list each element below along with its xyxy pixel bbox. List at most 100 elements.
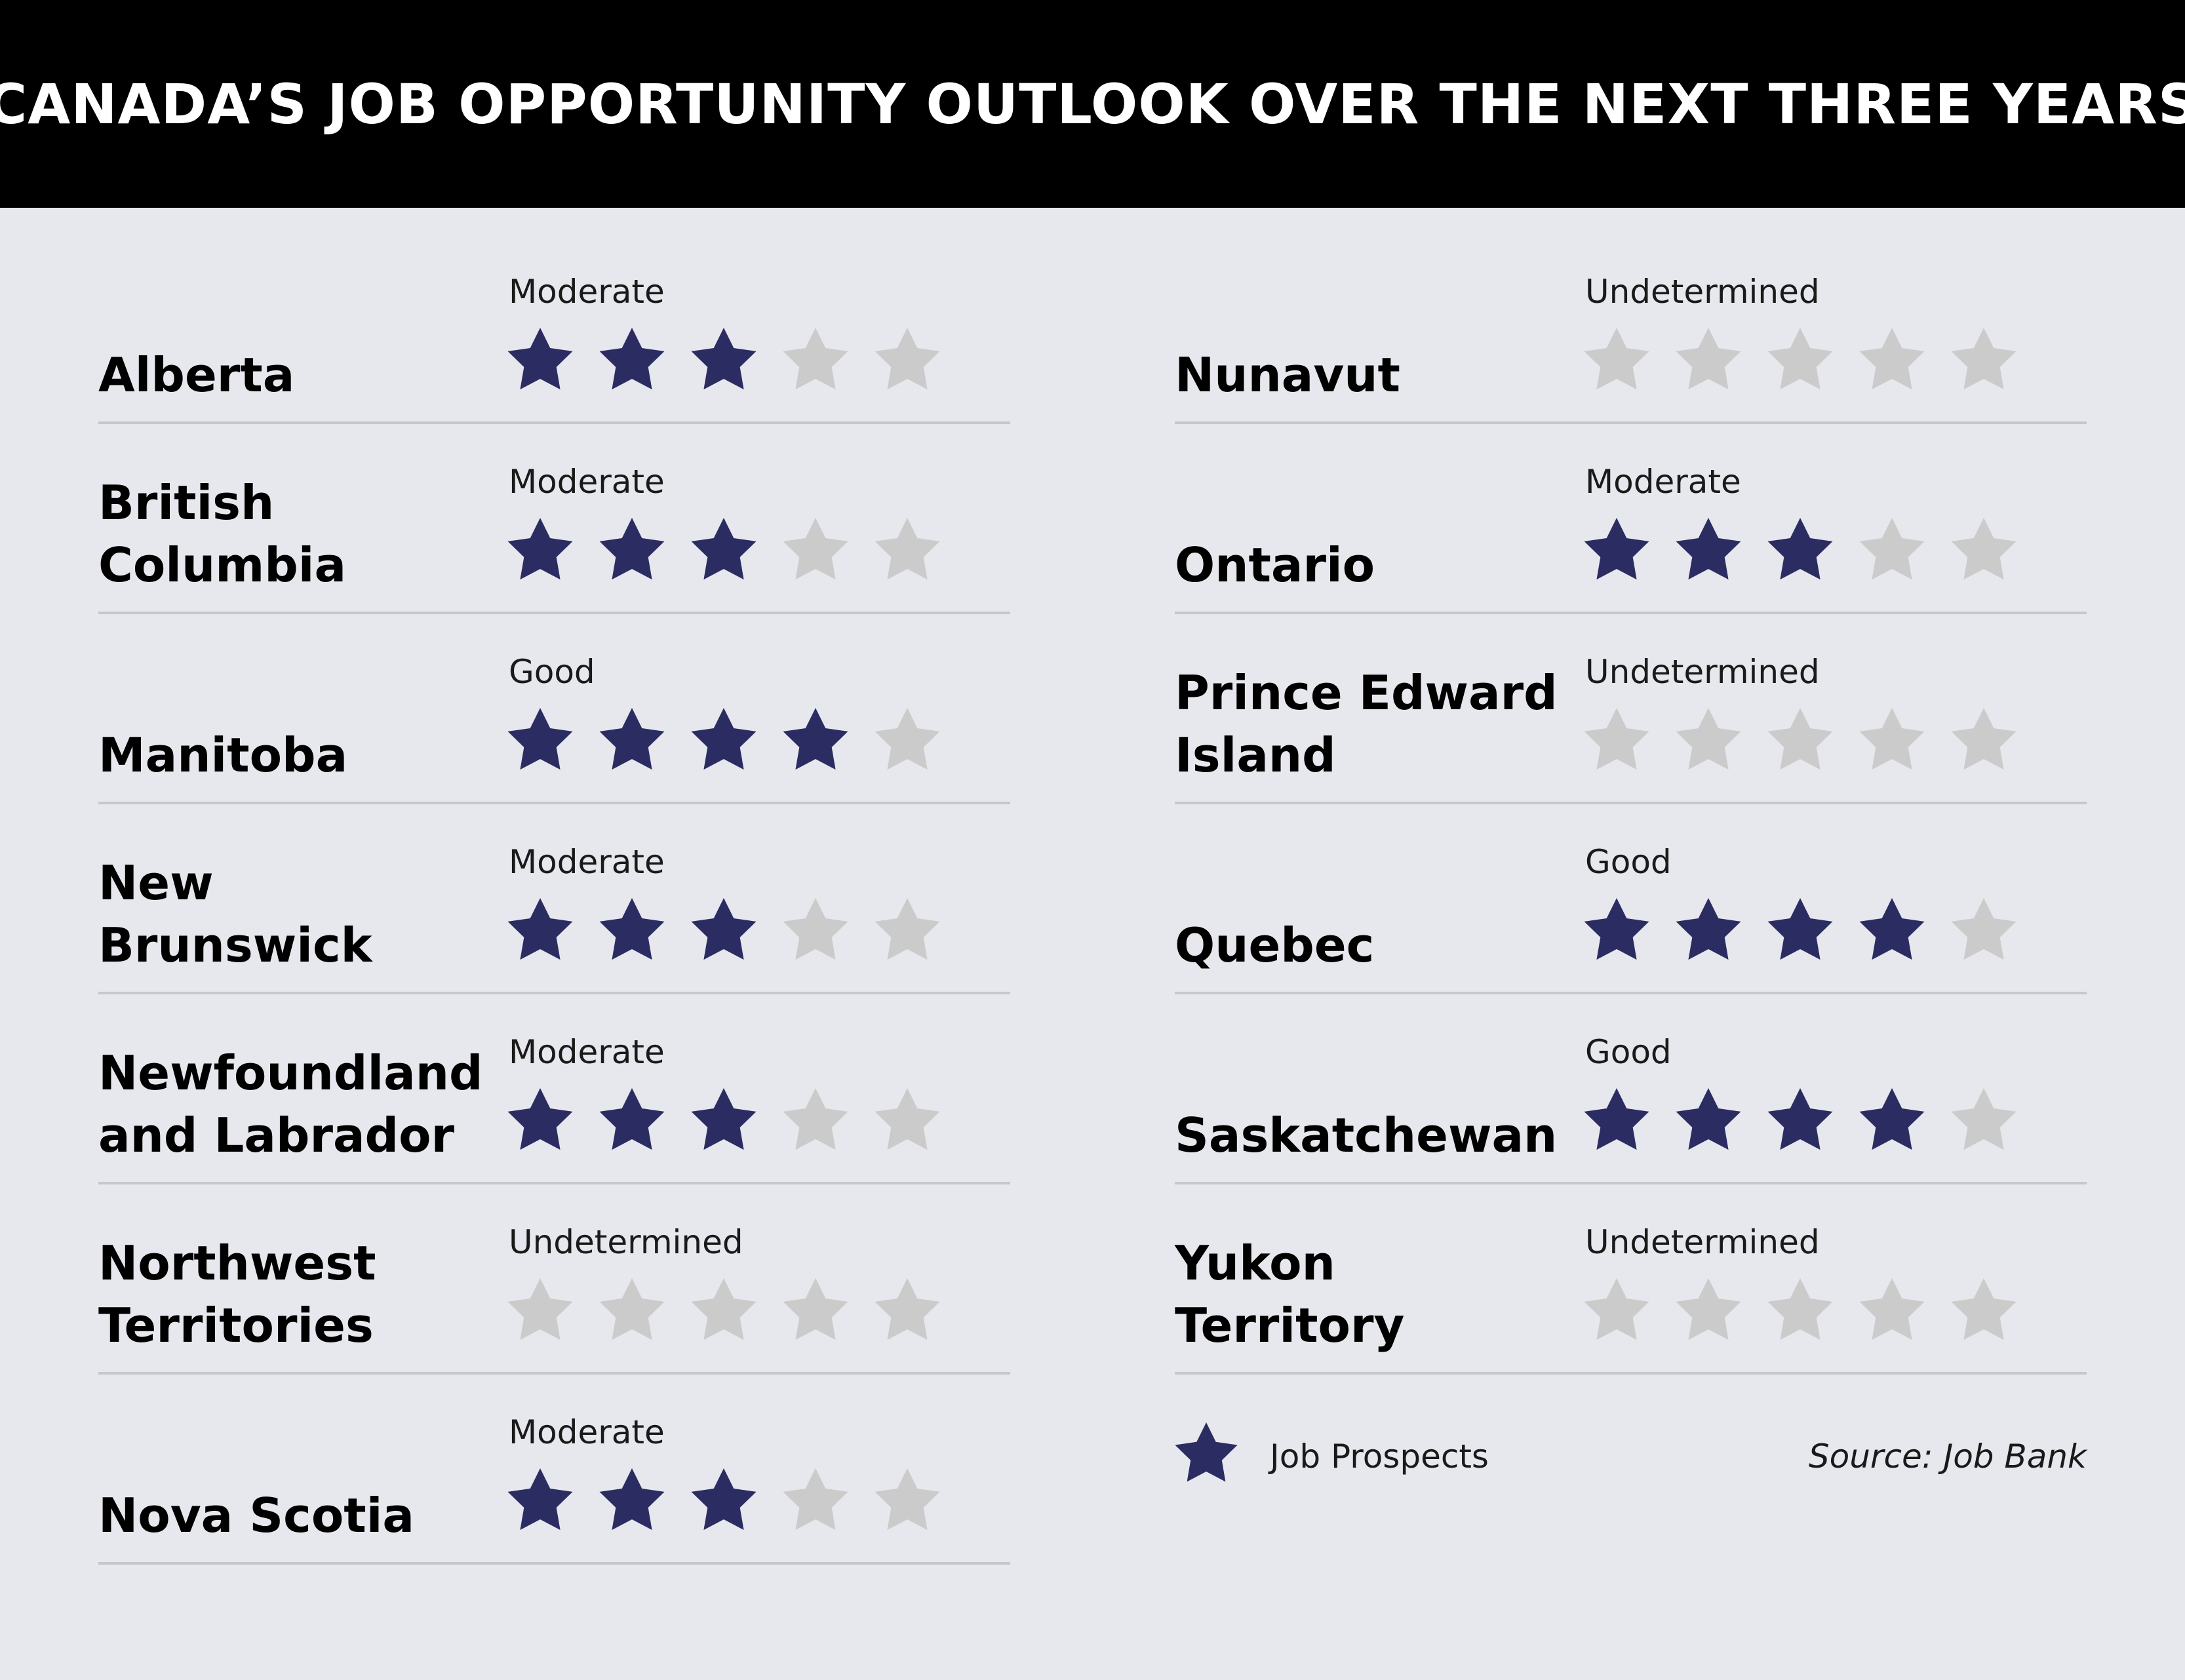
empty-star-icon: [783, 1468, 848, 1531]
filled-star-icon: [507, 708, 573, 770]
filled-star-icon: [1767, 898, 1833, 960]
empty-star-icon: [875, 1088, 940, 1150]
empty-star-icon: [1584, 1278, 1649, 1340]
empty-star-icon: [1859, 708, 1925, 770]
empty-star-icon: [1676, 708, 1741, 770]
legend-star-icon: [1175, 1422, 1238, 1482]
empty-star-icon: [1767, 328, 1833, 390]
outlook-label: Moderate: [509, 1033, 665, 1071]
outlook-label: Moderate: [509, 843, 665, 881]
province-name-line: British: [98, 475, 274, 530]
table-row: British Columbia Moderate: [98, 463, 1010, 614]
filled-star-icon: [691, 898, 757, 960]
filled-star-icon: [1767, 518, 1833, 580]
filled-star-icon: [599, 1088, 665, 1150]
empty-star-icon: [1951, 328, 2017, 390]
filled-star-icon: [599, 708, 665, 770]
empty-star-icon: [783, 328, 848, 390]
province-name: Manitoba: [98, 728, 347, 783]
title-banner: CANADA’S JOB OPPORTUNITY OUTLOOK OVER TH…: [0, 0, 2185, 208]
table-row: Saskatchewan Good: [1175, 1033, 2087, 1184]
empty-star-icon: [1859, 518, 1925, 580]
province-name: Alberta: [98, 347, 294, 402]
outlook-label: Moderate: [509, 273, 665, 311]
filled-star-icon: [599, 328, 665, 390]
province-name-line: Territory: [1175, 1298, 1404, 1353]
empty-star-icon: [1951, 518, 2017, 580]
filled-star-icon: [507, 1088, 573, 1150]
province-name-line: Quebec: [1175, 918, 1374, 973]
filled-star-icon: [1676, 898, 1741, 960]
province-name-line: Columbia: [98, 537, 346, 593]
table-row: Alberta Moderate: [98, 273, 1010, 424]
filled-star-icon: [1584, 1088, 1649, 1150]
empty-star-icon: [1676, 1278, 1741, 1340]
province-name-line: Territories: [98, 1298, 374, 1353]
empty-star-icon: [1951, 1088, 2017, 1150]
empty-star-icon: [1676, 328, 1741, 390]
empty-star-icon: [599, 1278, 665, 1340]
province-name: Nova Scotia: [98, 1488, 414, 1543]
empty-star-icon: [1859, 1278, 1925, 1340]
province-name-line: Saskatchewan: [1175, 1108, 1557, 1163]
outlook-label: Good: [509, 653, 595, 691]
province-name-line: Brunswick: [98, 918, 374, 973]
filled-star-icon: [599, 898, 665, 960]
province-name: Nunavut: [1175, 347, 1400, 402]
filled-star-icon: [1767, 1088, 1833, 1150]
province-name-line: Ontario: [1175, 537, 1375, 593]
empty-star-icon: [783, 1278, 848, 1340]
filled-star-icon: [691, 518, 757, 580]
province-name-line: Prince Edward: [1175, 665, 1558, 720]
empty-star-icon: [691, 1278, 757, 1340]
empty-star-icon: [783, 1088, 848, 1150]
outlook-label: Good: [1585, 843, 1672, 881]
province-name: British Columbia: [98, 475, 346, 593]
empty-star-icon: [875, 898, 940, 960]
province-name: Prince Edward Island: [1175, 665, 1558, 783]
empty-star-icon: [875, 1278, 940, 1340]
empty-star-icon: [1951, 1278, 2017, 1340]
filled-star-icon: [691, 1468, 757, 1531]
empty-star-icon: [1584, 328, 1649, 390]
filled-star-icon: [1676, 518, 1741, 580]
filled-star-icon: [507, 518, 573, 580]
filled-star-icon: [691, 1088, 757, 1150]
outlook-label: Undetermined: [1585, 653, 1820, 691]
table-row: Yukon Territory Undetermined: [1174, 1223, 2087, 1375]
province-name: Northwest Territories: [98, 1236, 376, 1353]
filled-star-icon: [507, 898, 573, 960]
filled-star-icon: [507, 1468, 573, 1531]
filled-star-icon: [783, 708, 848, 770]
chart-title: CANADA’S JOB OPPORTUNITY OUTLOOK OVER TH…: [0, 71, 2185, 136]
empty-star-icon: [875, 328, 940, 390]
ratings-table: Alberta Moderate British Columbia Moderate Ma…: [98, 273, 2087, 1565]
filled-star-icon: [1676, 1088, 1741, 1150]
province-name-line: New: [98, 855, 214, 910]
filled-star-icon: [691, 708, 757, 770]
outlook-label: Undetermined: [509, 1223, 743, 1261]
province-name: Yukon Territory: [1174, 1236, 1404, 1353]
province-name-line: Nunavut: [1175, 347, 1400, 402]
province-name-line: Newfoundland: [98, 1045, 483, 1101]
table-row: Ontario Moderate: [1175, 463, 2087, 614]
empty-star-icon: [1859, 328, 1925, 390]
table-row: Nunavut Undetermined: [1175, 273, 2087, 424]
empty-star-icon: [507, 1278, 573, 1340]
empty-star-icon: [783, 518, 848, 580]
outlook-label: Undetermined: [1585, 273, 1820, 311]
province-name: Newfoundland and Labrador: [98, 1045, 483, 1163]
outlook-label: Good: [1585, 1033, 1672, 1071]
filled-star-icon: [691, 328, 757, 390]
filled-star-icon: [599, 518, 665, 580]
filled-star-icon: [1584, 898, 1649, 960]
filled-star-icon: [599, 1468, 665, 1531]
province-name: Quebec: [1175, 918, 1374, 973]
filled-star-icon: [1584, 518, 1649, 580]
empty-star-icon: [1767, 708, 1833, 770]
empty-star-icon: [875, 518, 940, 580]
empty-star-icon: [1951, 898, 2017, 960]
legend: Job Prospects Source: Job Bank: [1175, 1422, 2088, 1482]
province-name-line: Island: [1175, 728, 1336, 783]
